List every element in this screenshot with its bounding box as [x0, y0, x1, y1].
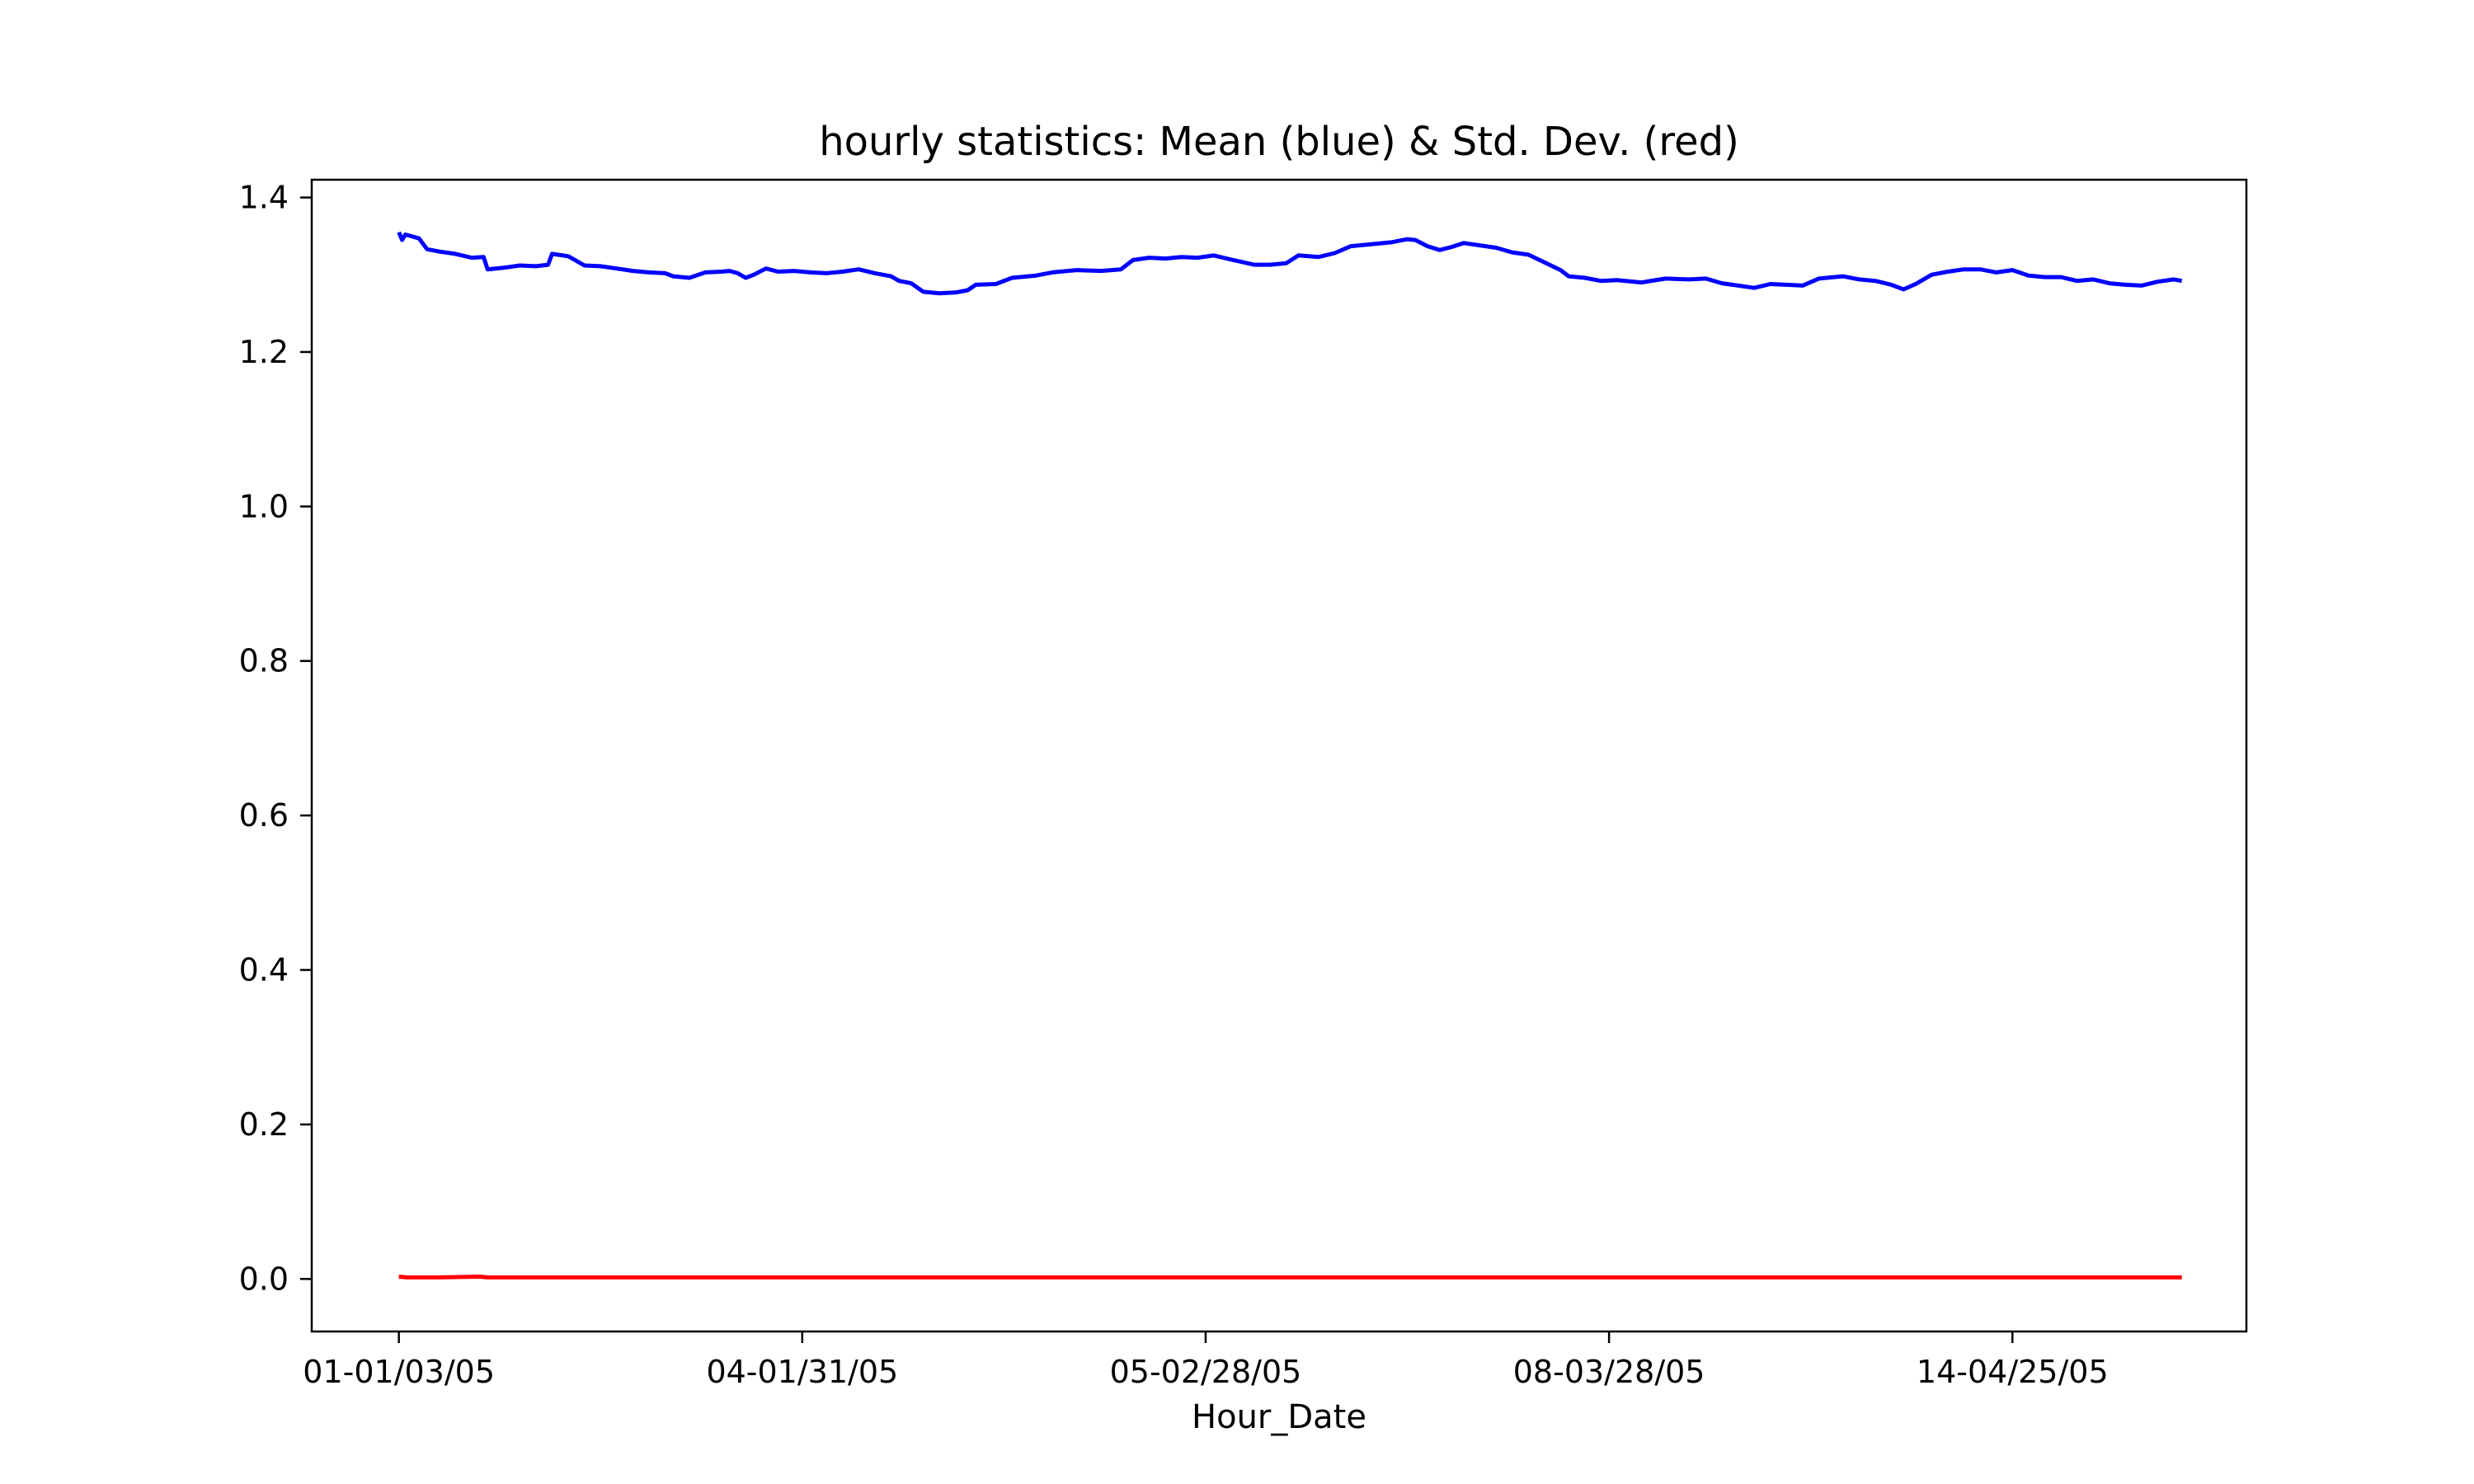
- y-tick-label-0: 0.0: [239, 1261, 289, 1297]
- x-tick-label-3: 08-03/28/05: [1513, 1354, 1705, 1390]
- chart-title: hourly statistics: Mean (blue) & Std. De…: [819, 119, 1739, 165]
- series-line-1: [398, 1275, 2182, 1280]
- x-tick-label-2: 05-02/28/05: [1110, 1354, 1302, 1390]
- series-line-0: [397, 231, 2183, 296]
- y-tick-label-4: 0.8: [239, 643, 289, 679]
- y-tick-label-3: 0.6: [239, 797, 289, 834]
- x-axis: 01-01/03/05 04-01/31/05 05-02/28/05 08-03/2…: [303, 1331, 2109, 1390]
- x-tick-label-4: 14-04/25/05: [1917, 1354, 2109, 1390]
- y-tick-label-7: 1.4: [239, 180, 289, 216]
- y-tick-label-2: 0.4: [239, 952, 289, 989]
- plot-frame: [310, 178, 2248, 1333]
- y-tick-label-1: 0.2: [239, 1106, 289, 1143]
- y-axis: 0.0 0.2 0.4 0.6 0.8 1.0 1.2 1.4: [239, 180, 312, 1297]
- plot-area: [397, 231, 2183, 1280]
- x-axis-title: Hour_Date: [1192, 1398, 1366, 1436]
- y-tick-label-5: 1.0: [239, 488, 289, 524]
- x-tick-label-1: 04-01/31/05: [706, 1354, 898, 1390]
- y-tick-label-6: 1.2: [239, 334, 289, 370]
- x-tick-label-0: 01-01/03/05: [303, 1354, 495, 1390]
